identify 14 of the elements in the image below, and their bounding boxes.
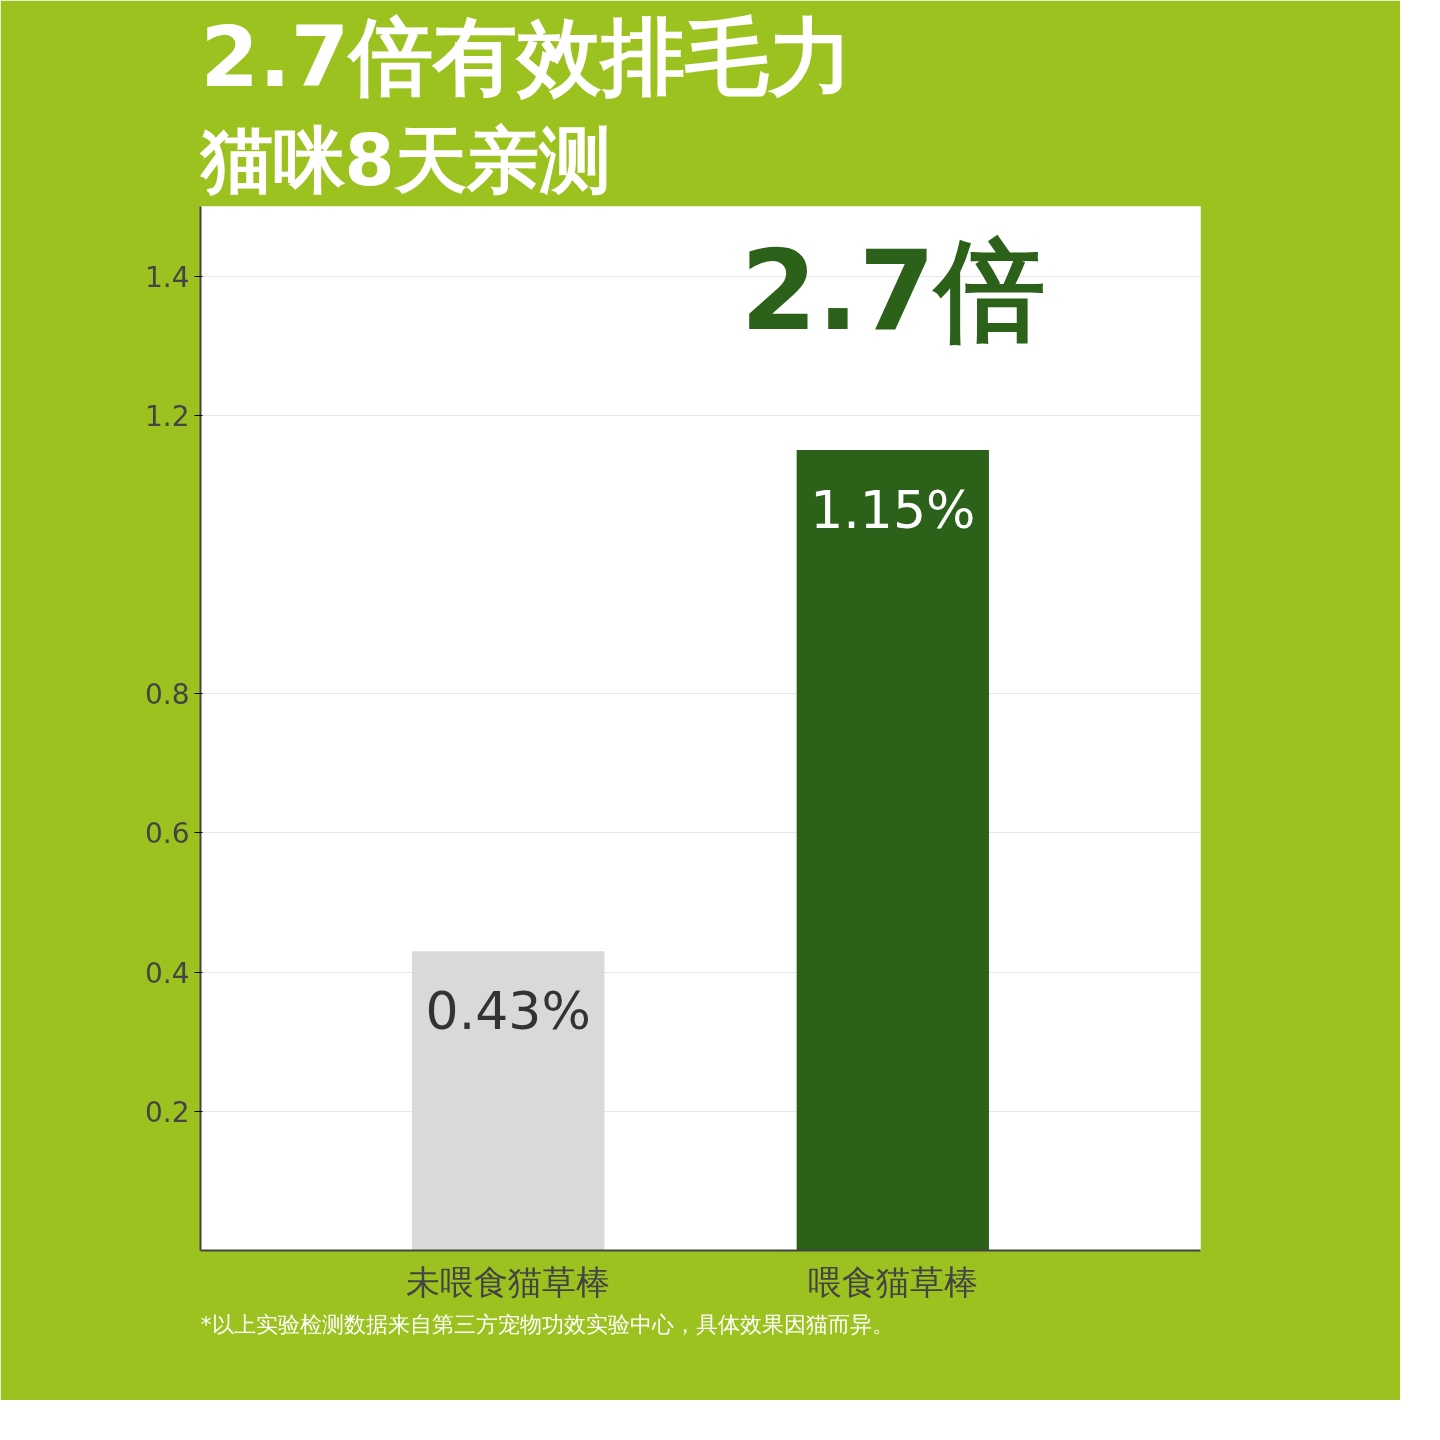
y-tick-label: 1.4	[144, 260, 190, 294]
chart-title: 2.7倍有效排毛力	[200, 7, 854, 106]
chart-subtitle: 猫咪8天亲测	[198, 117, 611, 202]
x-tick-label: 未喂食猫草棒	[406, 1261, 611, 1302]
y-tick-label: 0.2	[144, 1095, 190, 1129]
y-tick-label: 0.6	[144, 817, 190, 851]
text: *以上实验检测数据来自第三方宠物功效实验中心，具体效果因猫而异。	[200, 1311, 894, 1337]
y-tick-label: 1.2	[144, 399, 190, 433]
x-tick-label: 喂食猫草棒	[807, 1261, 978, 1302]
y-tick-label: 0.4	[144, 956, 190, 990]
data-label: 1.15%	[810, 480, 976, 541]
y-tick-label: 0.8	[144, 678, 190, 712]
annotation: 2.7倍	[740, 226, 1046, 355]
data-label: 0.43%	[425, 981, 591, 1042]
